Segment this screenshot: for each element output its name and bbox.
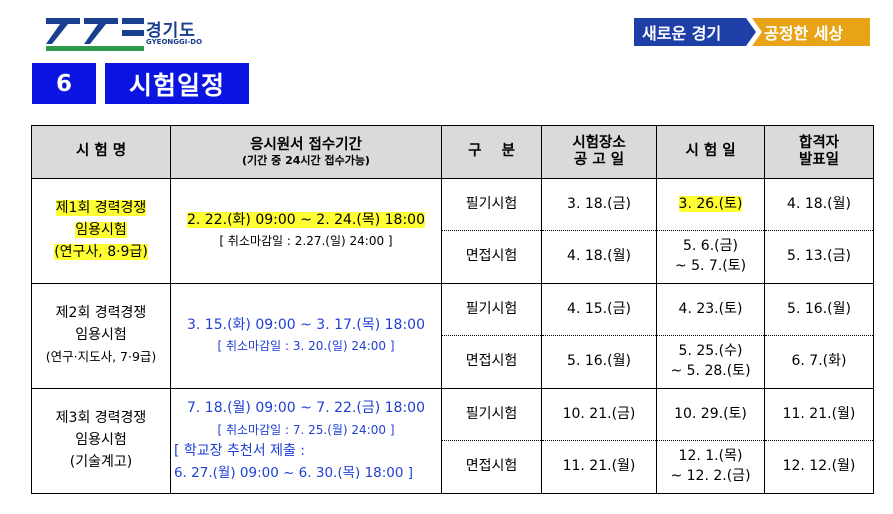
venue-date: 11. 21.(월) (541, 440, 657, 494)
round-name-cell: 제1회 경력경쟁 임용시험 (연구사, 8·9급) (31, 178, 171, 284)
result-date: 11. 21.(월) (764, 388, 874, 441)
section-number: 6 (32, 63, 96, 104)
table-row: 제1회 경력경쟁 임용시험 (연구사, 8·9급) 2. 22.(화) 09:0… (31, 178, 874, 284)
header-period: 응시원서 접수기간 (기간 중 24시간 접수가능) (170, 125, 442, 179)
exam-type: 필기시험 (441, 388, 542, 441)
table-header-row: 시 험 명 응시원서 접수기간 (기간 중 24시간 접수가능) 구 분 시험장… (31, 125, 874, 179)
round-name-line: 임용시험 (75, 432, 127, 449)
application-period: 2. 22.(화) 09:00 ~ 2. 24.(목) 18:00 (187, 212, 425, 228)
exam-date: 3. 26.(토) (656, 178, 765, 231)
round-name-cell: 제2회 경력경쟁 임용시험 (연구·지도사, 7·9급) (31, 283, 171, 389)
exam-date: 5. 6.(금) ~ 5. 7.(토) (656, 230, 765, 284)
header-type: 구 분 (441, 125, 542, 179)
venue-date: 4. 15.(금) (541, 283, 657, 336)
slogan-arrow-icon (634, 18, 870, 46)
exam-date: 10. 29.(토) (656, 388, 765, 441)
header-period-note: (기간 중 24시간 접수가능) (242, 154, 370, 168)
application-period-cell: 3. 15.(화) 09:00 ~ 3. 17.(목) 18:00 [ 취소마감… (170, 283, 442, 389)
gyeonggi-logo-icon (46, 18, 144, 51)
round-name-line: 제3회 경력경쟁 (55, 410, 147, 427)
recommendation-period: 6. 27.(월) 09:00 ~ 6. 30.(목) 18:00 ] (174, 465, 414, 482)
round-name-line: (기술계고) (69, 453, 133, 470)
exam-date-end: ~ 5. 28.(토) (670, 363, 751, 379)
logo-text: 경기도 (146, 21, 196, 41)
result-date: 5. 16.(월) (764, 283, 874, 336)
header-period-label: 응시원서 접수기간 (250, 136, 362, 153)
table-row: 제3회 경력경쟁 임용시험 (기술계고) 7. 18.(월) 09:00 ~ 7… (31, 388, 874, 494)
result-date: 4. 18.(월) (764, 178, 874, 231)
exam-date: 12. 1.(목) ~ 12. 2.(금) (656, 440, 765, 494)
header-venue: 시험장소 공 고 일 (541, 125, 657, 179)
cancel-deadline: [ 취소마감일 : 7. 25.(월) 24:00 ] (217, 422, 395, 437)
application-period-cell: 7. 18.(월) 09:00 ~ 7. 22.(금) 18:00 [ 취소마감… (170, 388, 442, 494)
slogan-right: 공정한 세상 (764, 24, 844, 43)
table-row: 면접시험 5. 16.(월) 5. 25.(수) ~ 5. 28.(토) 6. … (32, 335, 874, 389)
application-period: 3. 15.(화) 09:00 ~ 3. 17.(목) 18:00 (187, 317, 425, 333)
exam-date-end: ~ 5. 7.(토) (674, 258, 747, 274)
round-name-line: 제2회 경력경쟁 (55, 305, 147, 322)
section-title: 시험일정 (105, 63, 249, 104)
result-date: 12. 12.(월) (764, 440, 874, 494)
slogan-left: 새로운 경기 (642, 24, 722, 43)
round-name-line: 제1회 경력경쟁 (55, 200, 147, 217)
venue-date: 5. 16.(월) (541, 335, 657, 389)
application-period-cell: 2. 22.(화) 09:00 ~ 2. 24.(목) 18:00 [ 취소마감… (170, 178, 442, 284)
round-name-line: (연구·지도사, 7·9급) (45, 348, 157, 364)
exam-type: 면접시험 (441, 440, 542, 494)
exam-type: 면접시험 (441, 335, 542, 389)
exam-date: 4. 23.(토) (656, 283, 765, 336)
header-result: 합격자 발표일 (764, 125, 874, 179)
round-name-line: (연구사, 8·9급) (54, 243, 148, 260)
round-name-line: 임용시험 (75, 222, 127, 239)
venue-date: 3. 18.(금) (541, 178, 657, 231)
table-row: 면접시험 4. 18.(월) 5. 6.(금) ~ 5. 7.(토) 5. 13… (32, 230, 874, 284)
logo-subtext: GYEONGGI-DO (146, 38, 203, 46)
header-name: 시 험 명 (31, 125, 171, 179)
slogan-banner: 새로운 경기 공정한 세상 (634, 16, 870, 48)
round-name-line: 임용시험 (75, 327, 127, 344)
venue-date: 10. 21.(금) (541, 388, 657, 441)
exam-schedule-table: 시 험 명 응시원서 접수기간 (기간 중 24시간 접수가능) 구 분 시험장… (31, 125, 874, 494)
cancel-deadline: [ 취소마감일 : 3. 20.(일) 24:00 ] (217, 339, 395, 353)
table-row: 면접시험 11. 21.(월) 12. 1.(목) ~ 12. 2.(금) 12… (32, 440, 874, 494)
exam-date-value: 3. 26.(토) (678, 195, 743, 212)
exam-date: 5. 25.(수) ~ 5. 28.(토) (656, 335, 765, 389)
exam-type: 필기시험 (441, 178, 542, 231)
round-name-cell: 제3회 경력경쟁 임용시험 (기술계고) (31, 388, 171, 494)
cancel-deadline: [ 취소마감일 : 2.27.(일) 24:00 ] (219, 234, 393, 248)
table-row: 제2회 경력경쟁 임용시험 (연구·지도사, 7·9급) 3. 15.(화) 0… (31, 283, 874, 389)
application-period: 7. 18.(월) 09:00 ~ 7. 22.(금) 18:00 (187, 400, 425, 416)
exam-date-end: ~ 12. 2.(금) (670, 468, 751, 484)
exam-type: 면접시험 (441, 230, 542, 284)
exam-date-start: 5. 6.(금) (683, 238, 738, 255)
venue-date: 4. 18.(월) (541, 230, 657, 284)
exam-type: 필기시험 (441, 283, 542, 336)
exam-date-start: 5. 25.(수) (678, 343, 743, 360)
result-date: 5. 13.(금) (764, 230, 874, 284)
header-exam-date: 시 험 일 (656, 125, 765, 179)
recommendation-title: [ 학교장 추천서 제출 : (174, 443, 306, 460)
result-date: 6. 7.(화) (764, 335, 874, 389)
exam-date-start: 12. 1.(목) (678, 448, 743, 465)
